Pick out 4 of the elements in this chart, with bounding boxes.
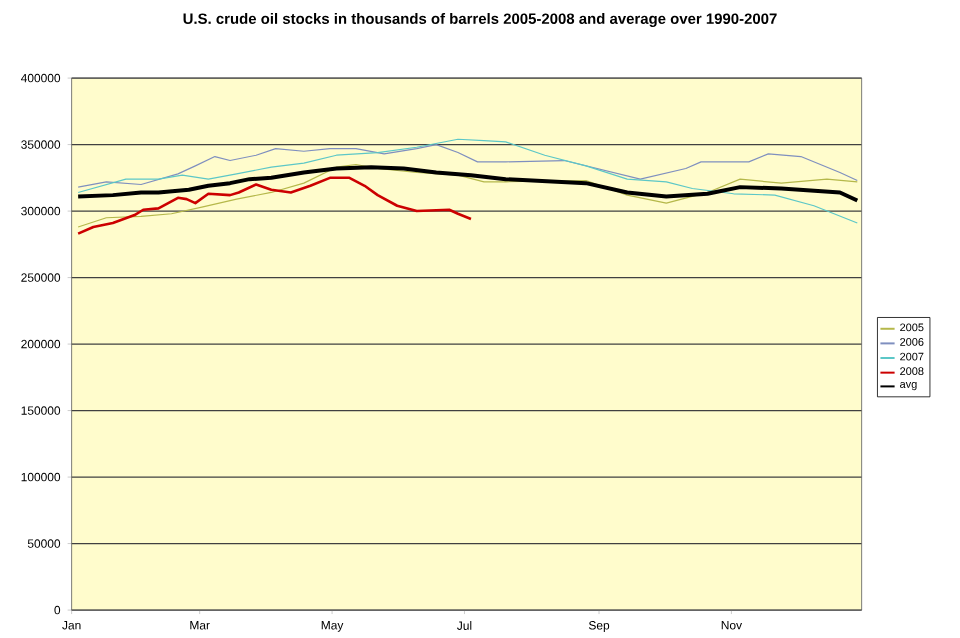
line-series: [76, 176, 473, 235]
line-series: [77, 143, 858, 188]
line-series: [76, 165, 860, 203]
line-series: [77, 138, 858, 224]
